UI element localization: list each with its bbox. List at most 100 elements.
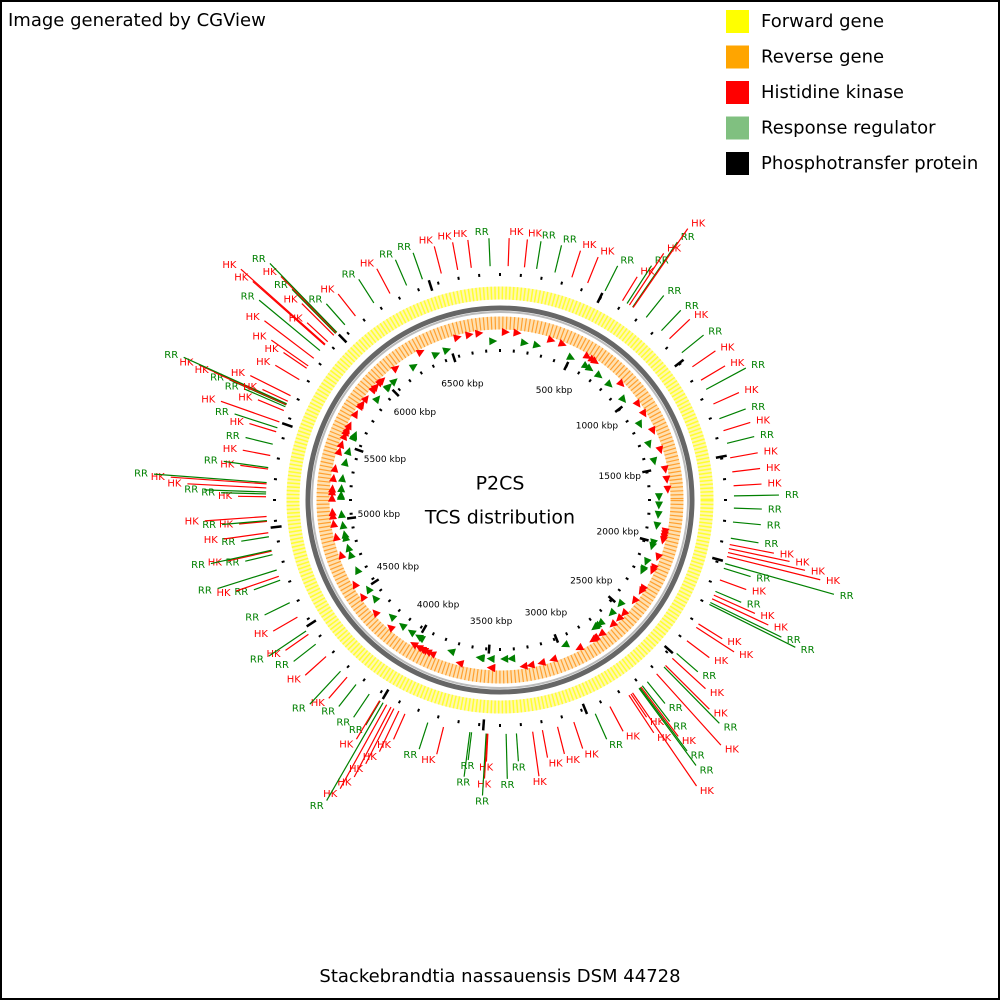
minor-tick	[634, 678, 638, 682]
feature-glyph	[349, 430, 358, 440]
feature-label: HK	[710, 688, 725, 699]
feature-label: HK	[600, 247, 615, 258]
feature-label: HK	[533, 777, 548, 788]
legend-swatch	[726, 116, 749, 140]
feature-label: RR	[475, 796, 489, 807]
tick-label: 5500 kbp	[364, 455, 407, 465]
minor-tick	[431, 364, 435, 368]
feature-label: HK	[509, 227, 524, 238]
feature-label: RR	[760, 430, 774, 441]
feature-label: RR	[241, 291, 255, 302]
feature-line	[467, 732, 473, 761]
minor-tick	[708, 579, 713, 583]
minor-tick	[281, 436, 285, 440]
feature-label: HK	[264, 344, 279, 355]
feature-label: HK	[201, 394, 216, 405]
minor-tick	[408, 378, 412, 383]
feature-label: HK	[453, 229, 468, 240]
minor-tick	[608, 397, 613, 402]
feature-label: HK	[421, 755, 436, 766]
feature-line	[187, 483, 267, 489]
major-tick	[581, 703, 589, 715]
feature-line	[669, 318, 691, 340]
minor-tick	[364, 431, 368, 435]
tick-label: 1500 kbp	[599, 472, 642, 482]
feature-line	[275, 364, 300, 381]
feature-line	[241, 536, 269, 542]
minor-tick	[577, 371, 581, 375]
feature-line	[632, 692, 698, 787]
minor-tick	[632, 431, 636, 435]
minor-tick	[351, 526, 355, 529]
minor-tick	[444, 637, 448, 642]
minor-tick	[598, 387, 603, 392]
feature-line	[394, 259, 408, 286]
feature-label: RR	[751, 360, 765, 371]
minor-tick	[318, 362, 322, 366]
minor-tick	[346, 664, 350, 669]
major-tick	[487, 644, 491, 654]
feature-line	[523, 239, 528, 268]
major-tick	[596, 292, 604, 304]
feature-line	[705, 367, 747, 390]
feature-line	[301, 303, 335, 336]
feature-line	[353, 706, 392, 778]
feature-label: HK	[826, 576, 841, 587]
feature-line	[695, 626, 735, 653]
minor-tick	[387, 397, 392, 402]
feature-label: HK	[231, 368, 246, 379]
feature-glyph	[383, 383, 393, 392]
minor-tick	[379, 689, 383, 694]
minor-tick	[331, 650, 336, 654]
feature-label: HK	[477, 780, 492, 791]
feature-label: HK	[218, 491, 233, 502]
minor-tick	[471, 645, 474, 649]
minor-tick	[598, 608, 603, 613]
feature-line	[264, 602, 291, 616]
major-tick	[614, 405, 624, 413]
feature-label: HK	[657, 733, 672, 744]
feature-label: HK	[167, 479, 182, 490]
feature-line	[412, 252, 423, 280]
feature-line	[204, 489, 267, 493]
legend-swatch	[726, 10, 749, 33]
minor-tick	[287, 417, 292, 421]
major-tick	[563, 361, 570, 371]
feature-glyph	[333, 532, 341, 542]
feature-line	[245, 436, 273, 445]
feature-glyph	[501, 327, 510, 336]
feature-line	[253, 579, 281, 591]
minor-tick	[540, 720, 543, 724]
tick-label: 500 kbp	[536, 386, 573, 396]
feature-line	[719, 408, 746, 420]
minor-tick	[526, 351, 529, 355]
minor-tick	[560, 715, 564, 719]
feature-line	[309, 670, 341, 705]
feature-line	[536, 241, 542, 269]
feature-glyph	[608, 607, 618, 617]
feature-label: HK	[289, 314, 304, 325]
feature-label: RR	[201, 488, 215, 499]
feature-line	[217, 569, 277, 590]
feature-label: HK	[650, 717, 665, 728]
feature-label: HK	[585, 749, 600, 760]
feature-label: HK	[217, 588, 232, 599]
feature-label: RR	[275, 660, 289, 671]
feature-label: RR	[349, 725, 363, 736]
feature-line	[641, 685, 671, 722]
feature-glyph	[455, 660, 465, 668]
feature-line	[713, 594, 756, 614]
feature-line	[283, 351, 307, 369]
minor-tick	[650, 331, 654, 336]
feature-line	[245, 554, 273, 562]
minor-tick	[436, 715, 440, 719]
minor-tick	[700, 397, 704, 402]
feature-glyph	[500, 654, 509, 663]
feature-line	[339, 704, 388, 790]
minor-tick	[276, 540, 280, 543]
tick-label: 2000 kbp	[597, 528, 640, 538]
feature-glyph	[388, 613, 398, 623]
feature-label: HK	[363, 752, 378, 763]
feature-glyph	[519, 661, 528, 670]
feature-line	[249, 423, 277, 433]
